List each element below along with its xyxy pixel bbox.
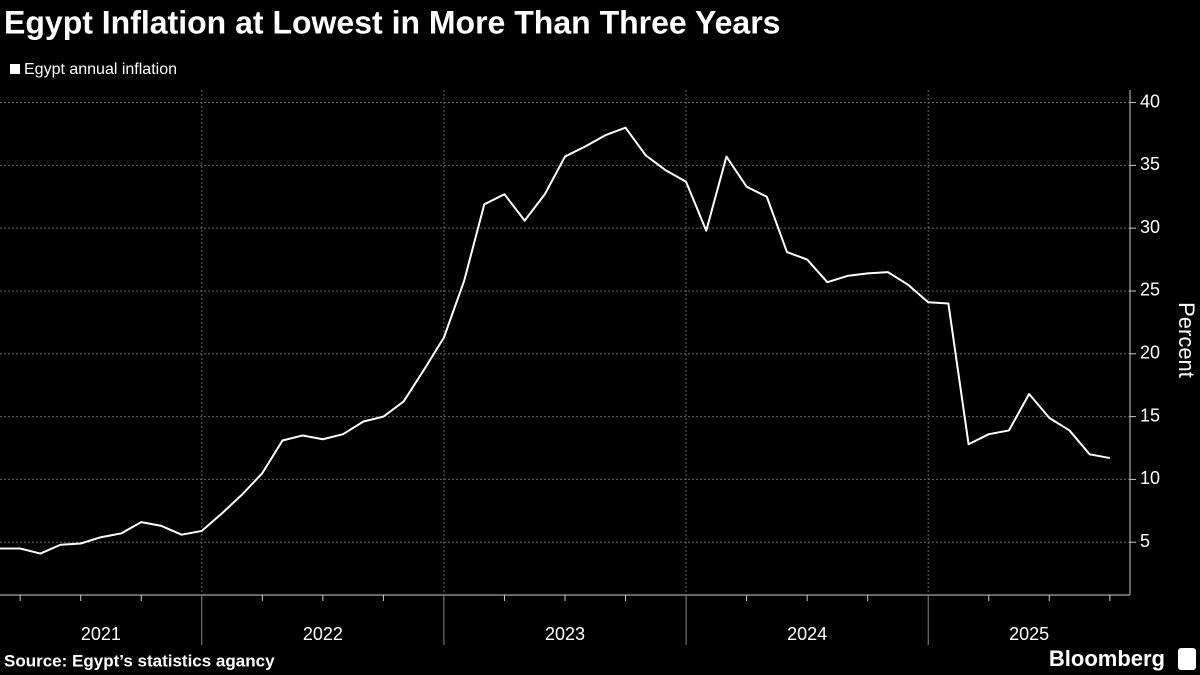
y-axis-label: Percent <box>1174 302 1199 378</box>
x-tick-label: 2025 <box>1009 624 1049 644</box>
y-tick-label: 20 <box>1140 343 1160 363</box>
series-line <box>0 126 1111 555</box>
legend-swatch <box>10 64 20 74</box>
y-tick-label: 10 <box>1140 468 1160 488</box>
x-tick-label: 2023 <box>545 624 585 644</box>
y-tick-label: 40 <box>1140 91 1160 111</box>
x-tick-label: 2021 <box>81 624 121 644</box>
y-tick-label: 30 <box>1140 217 1160 237</box>
y-tick-label: 15 <box>1140 405 1160 425</box>
source: Source: Egypt’s statistics agancy <box>4 651 275 670</box>
legend-label: Egypt annual inflation <box>24 61 177 78</box>
brand: Bloomberg <box>1049 646 1165 671</box>
y-tick-label: 5 <box>1140 531 1150 551</box>
brand-icon <box>1178 648 1196 670</box>
x-tick-label: 2022 <box>303 624 343 644</box>
y-tick-label: 35 <box>1140 154 1160 174</box>
y-tick-label: 25 <box>1140 280 1160 300</box>
x-tick-label: 2024 <box>787 624 827 644</box>
chart-title: Egypt Inflation at Lowest in More Than T… <box>4 4 780 40</box>
